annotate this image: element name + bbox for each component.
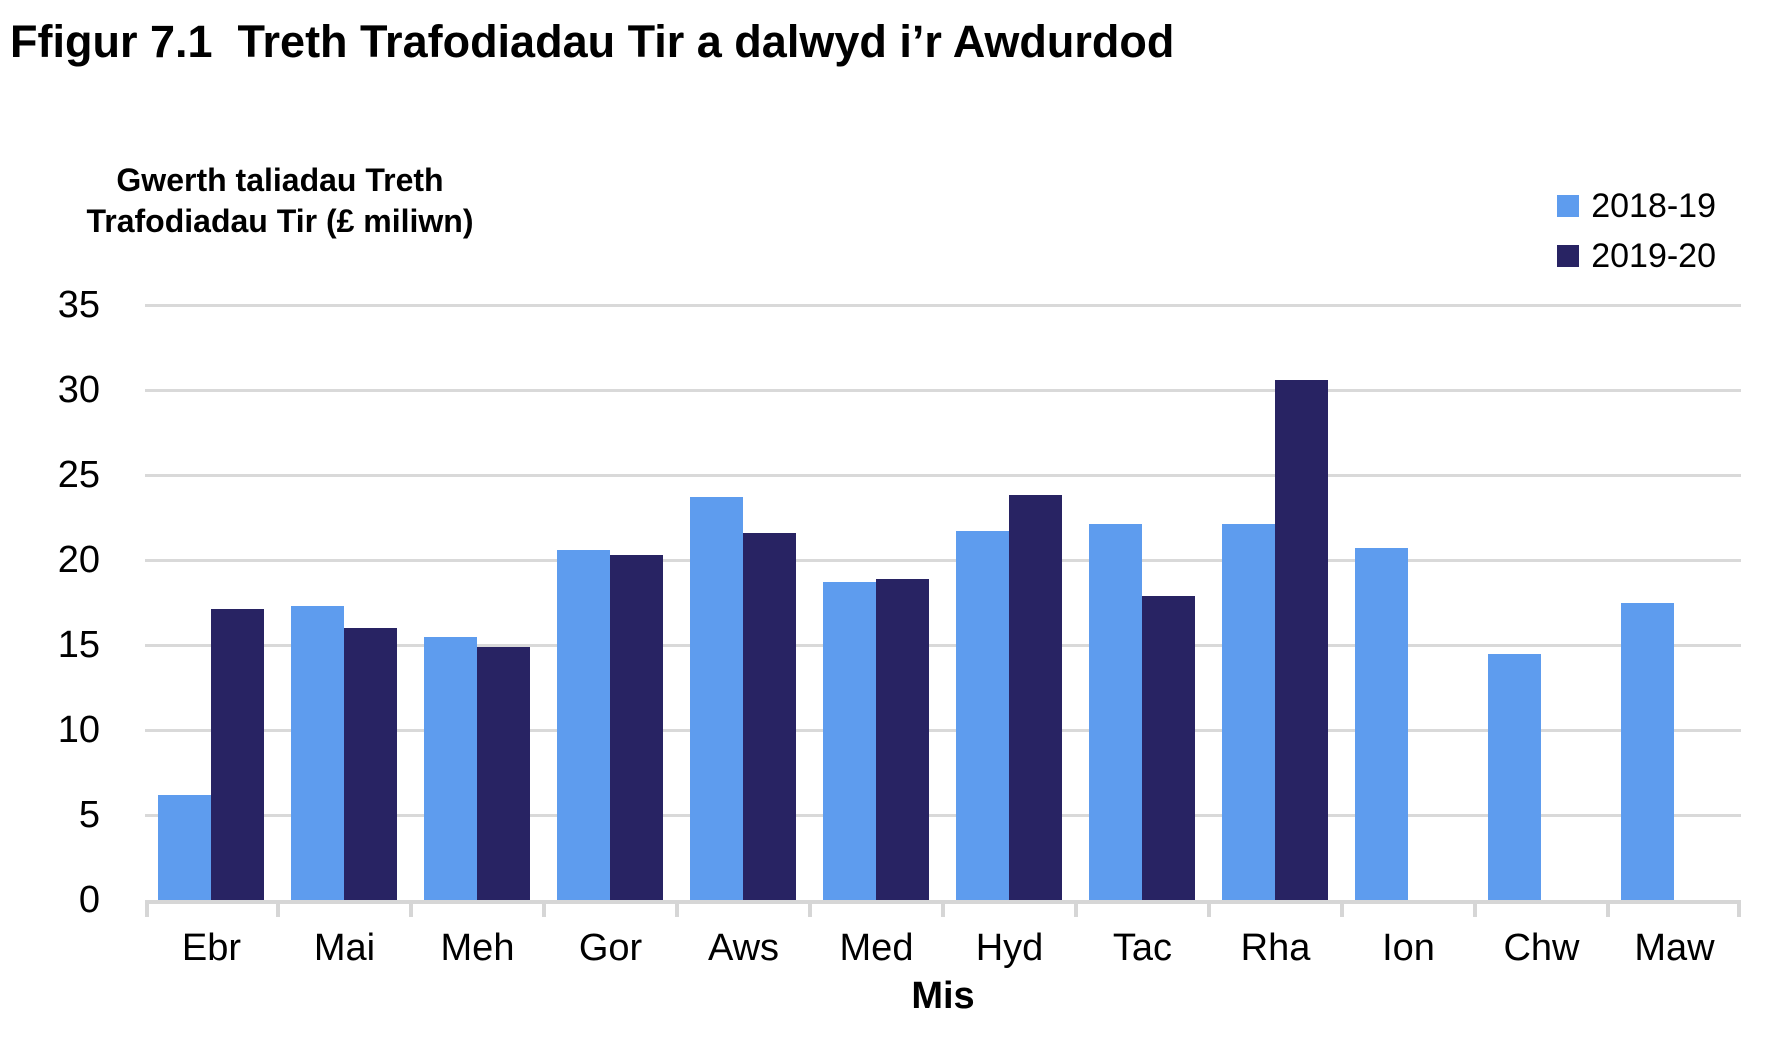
x-tick-label-Meh: Meh	[440, 927, 515, 969]
x-axis-tick-mark-0	[145, 900, 149, 917]
legend-swatch-2019-20	[1557, 245, 1580, 267]
plot-area: 0 5 10 15 20 25 30 35 Ebr Mai Meh Gor Aws Med Hyd Tac Rh…	[58, 286, 1741, 968]
x-axis-tick-mark-9	[1340, 900, 1344, 917]
x-axis-tick-mark-5	[808, 900, 812, 917]
bar-2018-19-Ion	[1355, 548, 1408, 900]
legend-item-2018-19: 2018-19	[1557, 188, 1716, 224]
legend: 2018-19 2019-20	[1557, 188, 1716, 274]
x-axis-tick-mark-6	[941, 900, 945, 917]
bar-2018-19-Maw	[1621, 602, 1674, 900]
y-tick-label-15: 15	[57, 624, 100, 666]
bar-2018-19-Mai	[291, 605, 344, 900]
x-axis-tick-mark-8	[1207, 900, 1211, 917]
x-tick-label-Ebr: Ebr	[181, 927, 242, 969]
y-axis-title-line2: Trafodiadau Tir (£ miliwn)	[86, 203, 474, 239]
gridline-35	[145, 304, 1741, 307]
x-tick-label-Med: Med	[839, 927, 914, 969]
y-tick-label-5: 5	[78, 794, 100, 836]
x-tick-label-Ion: Ion	[1382, 927, 1435, 969]
bar-2019-20-Rha	[1275, 379, 1328, 900]
gridline-20	[145, 559, 1741, 562]
x-tick-label-Rha: Rha	[1240, 927, 1311, 969]
x-axis-title: Mis	[911, 975, 975, 1017]
x-tick-label-Chw: Chw	[1503, 927, 1580, 969]
bar-2018-19-Rha	[1222, 524, 1275, 900]
y-axis-title-line1: Gwerth taliadau Treth	[116, 162, 444, 198]
bar-2018-19-Hyd	[956, 531, 1009, 900]
gridline-5	[145, 814, 1741, 817]
x-tick-label-Gor: Gor	[578, 927, 643, 969]
x-tick-label-Maw: Maw	[1634, 927, 1715, 969]
y-tick-label-20: 20	[57, 539, 100, 581]
x-tick-label-Tac: Tac	[1112, 927, 1173, 969]
y-tick-label-25: 25	[57, 454, 100, 496]
x-axis-tick-mark-3	[542, 900, 546, 917]
x-tick-label-Hyd: Hyd	[975, 927, 1044, 969]
bar-2019-20-Meh	[477, 646, 530, 900]
bar-2018-19-Meh	[424, 636, 477, 900]
x-axis-tick-mark-7	[1074, 900, 1078, 917]
bar-2018-19-Chw	[1488, 653, 1541, 900]
bar-2019-20-Gor	[610, 554, 663, 900]
legend-label-2019-20: 2019-20	[1591, 237, 1716, 275]
bar-2019-20-Med	[876, 578, 929, 900]
bar-2019-20-Mai	[344, 628, 397, 900]
y-tick-label-0: 0	[78, 879, 100, 921]
bar-2019-20-Aws	[743, 532, 796, 900]
gridline-25	[145, 474, 1741, 477]
x-tick-label-Aws: Aws	[707, 927, 780, 969]
y-axis-title: Gwerth taliadau Treth Trafodiadau Tir (£…	[40, 160, 520, 242]
x-axis-tick-mark-10	[1473, 900, 1477, 917]
legend-item-2019-20: 2019-20	[1557, 238, 1716, 274]
legend-swatch-2018-19	[1557, 195, 1580, 217]
bar-2018-19-Med	[823, 582, 876, 900]
gridline-15	[145, 644, 1741, 647]
y-tick-label-30: 30	[57, 369, 100, 411]
bar-2019-20-Hyd	[1009, 495, 1062, 900]
x-axis-tick-mark-1	[276, 900, 280, 917]
x-axis-tick-mark-11	[1606, 900, 1610, 917]
chart-title: Ffigur 7.1 Treth Trafodiadau Tir a dalwy…	[10, 16, 1175, 67]
x-axis-tick-mark-12	[1737, 900, 1741, 917]
y-tick-label-35: 35	[57, 284, 100, 326]
bar-2018-19-Aws	[690, 497, 743, 900]
gridline-30	[145, 389, 1741, 392]
bar-2019-20-Ebr	[211, 609, 264, 900]
gridline-10	[145, 729, 1741, 732]
legend-label-2018-19: 2018-19	[1591, 187, 1716, 225]
y-tick-label-10: 10	[57, 709, 100, 751]
x-axis-tick-mark-4	[675, 900, 679, 917]
bar-2018-19-Gor	[557, 549, 610, 900]
x-tick-label-Mai: Mai	[313, 927, 376, 969]
bar-2018-19-Tac	[1089, 524, 1142, 900]
bar-2019-20-Tac	[1142, 595, 1195, 900]
x-axis-tick-mark-2	[409, 900, 413, 917]
bar-2018-19-Ebr	[158, 794, 211, 900]
